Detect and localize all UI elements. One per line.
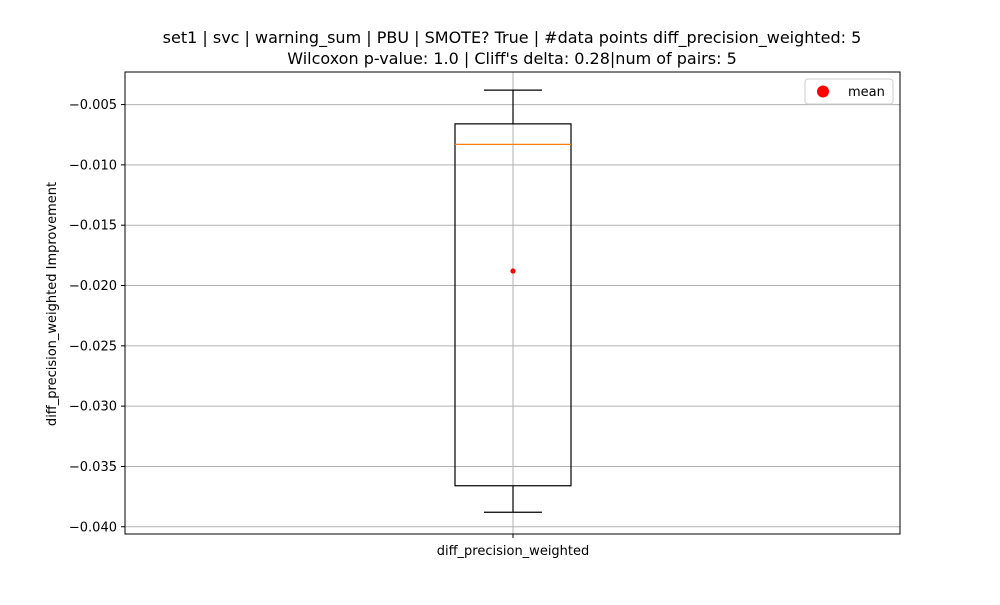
legend-label-mean: mean bbox=[848, 85, 885, 100]
chart-title-line1: set1 | svc | warning_sum | PBU | SMOTE? … bbox=[163, 28, 862, 48]
y-tick-label: −0.015 bbox=[69, 219, 117, 234]
y-axis-label: diff_precision_weighted Improvement bbox=[45, 182, 60, 426]
legend-marker-mean bbox=[817, 85, 829, 98]
y-tick-label: −0.005 bbox=[69, 98, 117, 113]
y-tick-label: −0.030 bbox=[69, 400, 117, 415]
y-tick-label: −0.025 bbox=[69, 339, 117, 354]
legend-box bbox=[804, 78, 894, 105]
y-tick-label: −0.040 bbox=[69, 520, 117, 535]
x-tick-label: diff_precision_weighted bbox=[437, 544, 590, 559]
mean-point bbox=[510, 268, 516, 274]
y-tick-label: −0.010 bbox=[69, 158, 117, 173]
box bbox=[454, 123, 572, 487]
grid-layer bbox=[125, 72, 900, 534]
y-tick-label: −0.035 bbox=[69, 460, 117, 475]
axes-layer: −0.005 −0.010 −0.015 −0.020 −0.025 −0.030 −0.0… bbox=[69, 71, 901, 559]
marks-layer bbox=[454, 89, 572, 513]
legend: mean bbox=[804, 78, 894, 105]
chart-title-line2: Wilcoxon p-value: 1.0 | Cliff's delta: 0… bbox=[287, 49, 737, 68]
y-tick-label: −0.020 bbox=[69, 279, 117, 294]
